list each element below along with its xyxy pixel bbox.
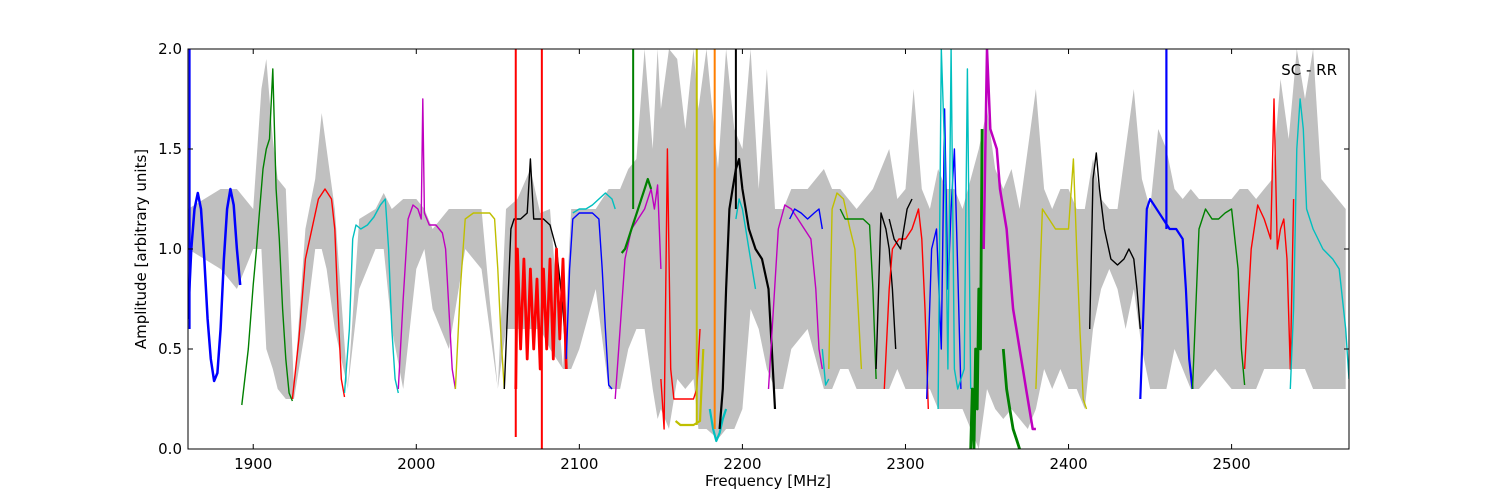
x-tick-label: 1900 [234, 455, 272, 473]
y-tick-label: 2.0 [158, 40, 182, 58]
y-tick-label: 1.5 [158, 140, 182, 158]
series-layer [188, 49, 1349, 449]
y-axis-label: Amplitude [arbitrary units] [132, 149, 150, 349]
series-line-25 [926, 108, 962, 400]
series-line-21 [839, 208, 877, 380]
series-line-3 [343, 198, 399, 394]
series-line-28 [982, 49, 1036, 431]
series-line-13 [674, 348, 705, 427]
series-line-29 [1001, 348, 1021, 449]
series-line-11 [620, 177, 653, 254]
series-line-22 [875, 212, 897, 370]
y-tick-label: 0.5 [158, 340, 182, 358]
series-line-10 [614, 184, 662, 400]
series-line-26 [937, 49, 972, 410]
y-axis-ticks: 0.0 0.5 1.0 1.5 2.0 [158, 40, 1349, 458]
series-line-4 [397, 98, 457, 390]
series-line-31 [1089, 152, 1141, 330]
background-envelope [188, 49, 1346, 449]
series-line-0 [188, 187, 242, 383]
series-line-34 [1191, 208, 1246, 390]
series-line-14 [708, 408, 728, 443]
x-tick-label: 2000 [397, 455, 435, 473]
x-tick-label: 2300 [886, 455, 924, 473]
series-line-36 [1289, 98, 1349, 390]
series-line-7 [514, 247, 568, 390]
series-line-17 [767, 204, 823, 390]
series-line-30 [1035, 158, 1088, 410]
x-tick-label: 2500 [1213, 455, 1251, 473]
series-line-6 [503, 158, 567, 390]
x-tick-label: 2400 [1049, 455, 1087, 473]
x-tick-label: 2100 [560, 455, 598, 473]
series-line-23 [883, 208, 929, 410]
series-line-16 [735, 198, 757, 290]
series-line-12 [660, 148, 701, 430]
series-line-2 [291, 188, 346, 400]
chart-annotation: SC - RR [1281, 61, 1337, 79]
series-line-5 [454, 212, 505, 390]
series-line-9 [572, 192, 616, 214]
x-tick-label: 2200 [723, 455, 761, 473]
background-envelope-area [188, 49, 1346, 449]
series-line-24 [888, 198, 913, 250]
series-line-35 [1243, 98, 1295, 370]
series-line-27 [969, 128, 984, 449]
x-axis-label: Frequency [MHz] [705, 472, 831, 490]
series-line-1 [241, 68, 294, 406]
series-line-20 [828, 192, 863, 370]
y-tick-label: 1.0 [158, 240, 182, 258]
series-line-8 [565, 212, 613, 390]
x-axis-ticks: 1900 2000 2100 2200 2300 2400 2500 [234, 49, 1251, 473]
series-line-15 [718, 157, 777, 430]
series-line-18 [789, 208, 823, 230]
y-tick-label: 0.0 [158, 440, 182, 458]
series-line-19 [821, 348, 830, 386]
